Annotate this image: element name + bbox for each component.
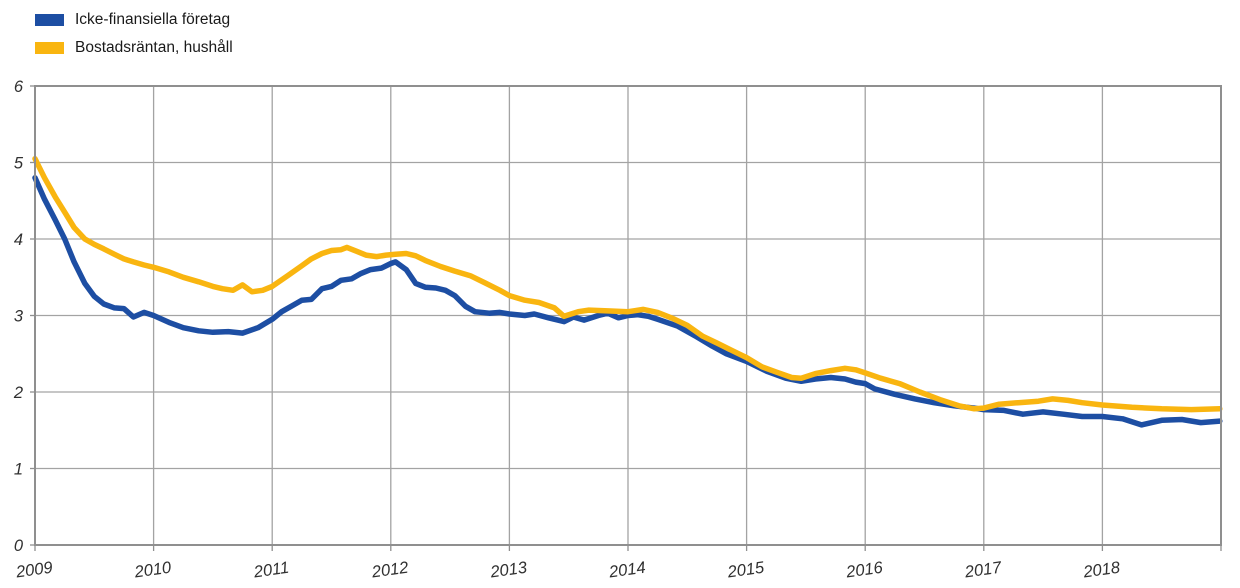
- x-axis-tick-label: 2009: [14, 559, 54, 582]
- axis-ticks: [30, 85, 1222, 551]
- legend-swatch-blue: [35, 14, 64, 26]
- y-axis-tick-label: 2: [13, 384, 23, 402]
- x-axis-tick-label: 2018: [1081, 558, 1122, 581]
- x-axis-tick-label: 2011: [252, 559, 291, 582]
- axis-labels: 0 1 2 3 4 5 6 2009 2010 2011 2012 2013 2014 2015 2016 2…: [13, 78, 1122, 582]
- legend-item-foretag: Icke-finansiella företag: [35, 6, 233, 34]
- x-axis-tick-label: 2012: [370, 559, 410, 582]
- legend-label-hushall: Bostadsräntan, hushåll: [75, 39, 233, 57]
- y-axis-tick-label: 6: [14, 78, 24, 96]
- y-axis-tick-label: 1: [14, 461, 23, 479]
- legend-item-hushall: Bostadsräntan, hushåll: [35, 34, 233, 62]
- y-axis-tick-label: 4: [14, 231, 23, 249]
- chart-series: [32, 155, 1223, 428]
- y-axis-tick-label: 3: [14, 308, 24, 326]
- legend-label-foretag: Icke-finansiella företag: [75, 11, 231, 29]
- series-line-hushall: [32, 155, 1223, 413]
- legend-swatch-yellow: [35, 42, 64, 54]
- x-axis-tick-label: 2015: [725, 558, 766, 581]
- x-axis-tick-label: 2017: [963, 558, 1004, 581]
- legend: Icke-finansiella företag Bostadsräntan, …: [35, 6, 233, 62]
- y-axis-tick-label: 5: [14, 155, 24, 173]
- y-axis-tick-label: 0: [14, 537, 24, 555]
- x-axis-tick-label: 2010: [132, 558, 173, 581]
- x-axis-tick-label: 2016: [844, 558, 885, 581]
- series-line-foretag: [32, 175, 1223, 428]
- x-axis-tick-label: 2013: [488, 558, 529, 581]
- x-axis-tick-label: 2014: [607, 559, 647, 582]
